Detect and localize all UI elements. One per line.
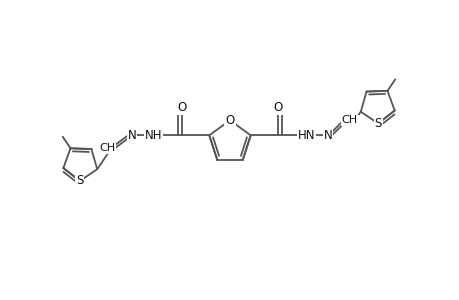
Text: O: O [225,114,234,127]
Text: N: N [323,129,332,142]
Text: O: O [273,101,282,114]
Text: CH: CH [99,143,115,153]
Text: NH: NH [145,129,162,142]
Text: CH: CH [341,116,357,125]
Text: HN: HN [297,129,314,142]
Text: S: S [76,174,84,188]
Text: S: S [374,117,381,130]
Text: O: O [177,101,186,114]
Text: N: N [127,129,136,142]
